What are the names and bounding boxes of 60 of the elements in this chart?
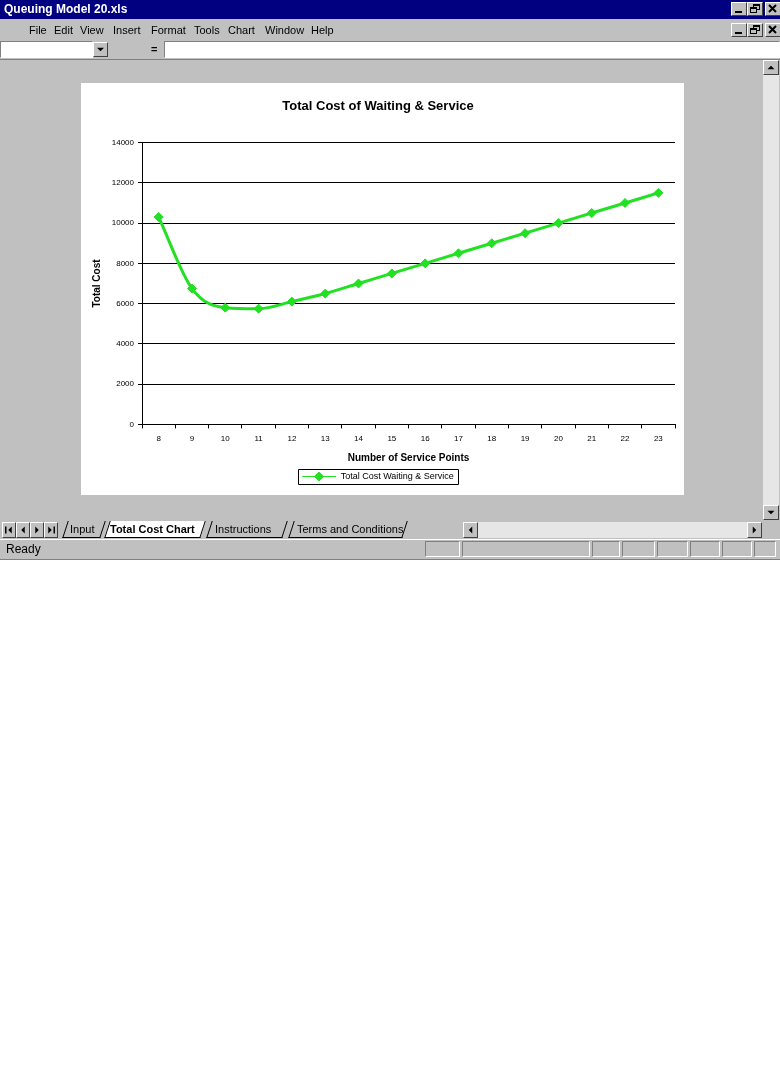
point: [220, 302, 231, 313]
x-tick-label: 23: [653, 434, 664, 444]
x-tick-label: 12: [287, 434, 297, 444]
text: Help: [311, 23, 334, 37]
x-tick-label: 11: [254, 434, 264, 444]
point: [353, 278, 364, 289]
text: Window: [265, 23, 305, 37]
y-tick-label: 0: [129, 419, 135, 429]
point: [520, 228, 531, 239]
x-tick-label: 22: [620, 434, 631, 444]
x-tick-label: 15: [387, 434, 397, 444]
y-tick-label: 14000: [111, 137, 135, 147]
legend-label: Total Cost Waiting & Service: [340, 470, 454, 481]
point: [553, 218, 564, 229]
text: File: [29, 23, 47, 37]
y-tick-label: 12000: [111, 178, 135, 188]
point: [286, 296, 297, 307]
point: [420, 258, 431, 269]
chart-title: Total Cost of Waiting & Service: [282, 98, 474, 114]
text: Instructions: [215, 522, 272, 536]
text: Tools: [194, 23, 220, 37]
text: Queuing Model 20.xls: [4, 2, 128, 17]
x-tick-label: 13: [320, 434, 331, 444]
text: =: [151, 42, 158, 56]
point: [653, 187, 664, 198]
y-tick-label: 4000: [116, 339, 135, 349]
x-tick-label: 9: [189, 434, 195, 444]
x-tick-label: 21: [587, 434, 597, 444]
point: [253, 303, 264, 314]
text: Format: [151, 23, 186, 37]
text: Chart: [228, 23, 255, 37]
x-axis-title: Number of Service Points: [347, 451, 470, 463]
text: View: [80, 23, 104, 37]
x-tick-label: 10: [220, 434, 231, 444]
text: Ready: [6, 542, 41, 556]
y-tick-label: 8000: [116, 258, 135, 268]
point: [453, 248, 464, 259]
text: Edit: [54, 23, 73, 37]
text: Total Cost Chart: [110, 522, 195, 536]
y-axis-title: Total Cost: [90, 258, 102, 308]
x-tick-label: 18: [487, 434, 497, 444]
text: Insert: [113, 23, 141, 37]
x-tick-label: 16: [420, 434, 431, 444]
y-tick-label: 2000: [116, 379, 135, 389]
text: Input: [70, 522, 95, 536]
point: [153, 212, 164, 223]
y-tick-label: 6000: [116, 298, 135, 308]
x-tick-label: 20: [553, 434, 564, 444]
x-tick-label: 17: [454, 434, 464, 444]
point: [586, 208, 597, 219]
text: Terms and Conditions: [297, 522, 404, 536]
point: [186, 283, 197, 294]
x-tick-label: 14: [354, 434, 364, 444]
point: [320, 288, 331, 299]
point: [620, 197, 631, 208]
point: [486, 238, 497, 249]
x-tick-label: 19: [520, 434, 531, 444]
y-tick-label: 10000: [111, 218, 135, 228]
point: [386, 268, 397, 279]
x-tick-label: 8: [156, 434, 162, 444]
